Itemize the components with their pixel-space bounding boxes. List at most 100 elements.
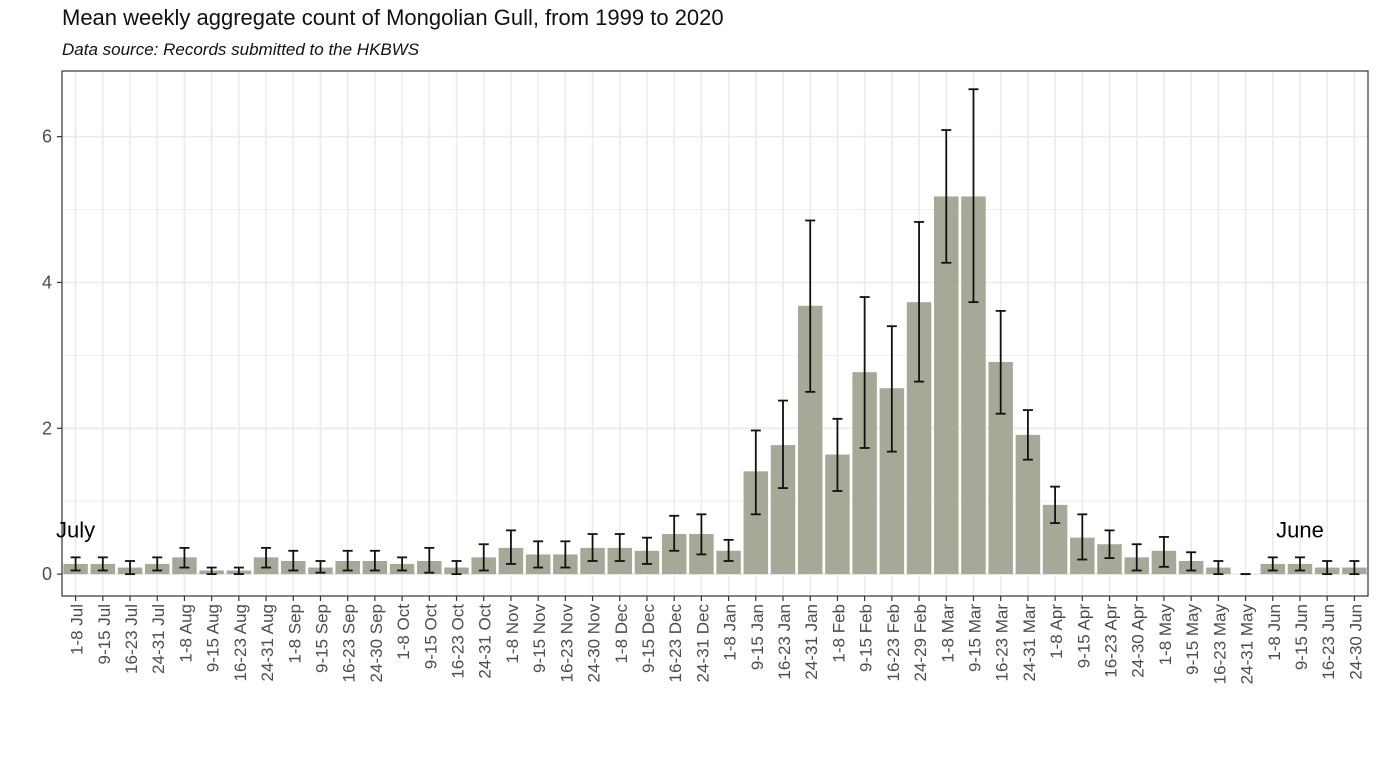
x-tick-label: 1-8 Jan [721, 604, 740, 661]
x-tick-label: 9-15 Jul [95, 604, 114, 664]
x-tick-label: 1-8 Nov [503, 604, 522, 664]
error-bar [152, 556, 163, 572]
x-tick-label: 24-29 Feb [911, 604, 930, 682]
error-bar [505, 529, 516, 565]
x-tick-label: 9-15 Nov [530, 604, 549, 673]
error-bar [587, 533, 598, 562]
error-bar [478, 543, 489, 572]
annotation-label: July [56, 518, 95, 543]
annotation-label: June [1276, 518, 1324, 543]
x-tick-label: 1-8 Jul [68, 604, 87, 655]
x-tick-label: 9-15 Mar [965, 604, 984, 672]
x-tick-label: 1-8 Sep [285, 604, 304, 664]
x-tick-label: 16-23 Mar [993, 604, 1012, 682]
error-bar [914, 221, 925, 383]
x-tick-label: 16-23 Feb [884, 604, 903, 682]
error-bar [778, 399, 789, 489]
y-tick-label: 2 [42, 418, 52, 438]
x-tick-label: 16-23 Sep [340, 604, 359, 682]
error-bar [805, 219, 816, 393]
y-tick-label: 4 [42, 272, 52, 292]
error-bar [1213, 560, 1224, 576]
x-tick-label: 24-30 Sep [367, 604, 386, 682]
x-tick-label: 1-8 Aug [176, 604, 195, 663]
x-tick-label: 24-31 Dec [693, 604, 712, 683]
error-bar [1158, 536, 1169, 568]
x-tick-label: 24-31 Jul [149, 604, 168, 674]
error-bar [968, 88, 979, 304]
x-tick-label: 1-8 Oct [394, 604, 413, 660]
x-tick-label: 9-15 Oct [421, 604, 440, 669]
x-tick-label: 9-15 Sep [312, 604, 331, 673]
x-tick-label: 16-23 Jan [775, 604, 794, 680]
x-tick-label: 24-31 Jan [802, 604, 821, 680]
x-tick-label: 1-8 Feb [829, 604, 848, 663]
error-bar [669, 514, 680, 552]
error-bar [233, 566, 244, 576]
x-tick-label: 16-23 Nov [557, 604, 576, 683]
error-bar [533, 540, 544, 569]
error-bar [1077, 513, 1088, 561]
error-bar [696, 513, 707, 556]
y-tick-label: 6 [42, 127, 52, 147]
x-tick-label: 24-31 Oct [476, 604, 495, 679]
x-tick-label: 9-15 Dec [639, 604, 658, 673]
x-tick-label: 24-31 Aug [258, 604, 277, 682]
error-bar [1349, 560, 1360, 576]
error-bar [1294, 556, 1305, 572]
x-tick-label: 1-8 Apr [1047, 604, 1066, 659]
annotation-layer: July June [56, 518, 1324, 543]
x-tick-label: 24-31 May [1238, 604, 1257, 685]
error-bar [1022, 409, 1033, 461]
x-tick-label: 16-23 Apr [1102, 604, 1121, 678]
x-tick-label: 9-15 Aug [204, 604, 223, 672]
error-bar [1104, 529, 1115, 559]
x-tick-label: 16-23 Jun [1319, 604, 1338, 680]
error-bar [1050, 485, 1061, 524]
chart-title: Mean weekly aggregate count of Mongolian… [62, 5, 724, 30]
error-bar [342, 549, 353, 572]
x-tick-label: 16-23 Jul [122, 604, 141, 674]
x-tick-label: 9-15 May [1183, 604, 1202, 675]
bar [716, 550, 741, 575]
error-bar [70, 556, 81, 572]
error-bar [614, 533, 625, 562]
x-tick-label: 24-30 Nov [585, 604, 604, 683]
bar-layer [63, 196, 1367, 575]
x-tick-label: 24-30 Apr [1129, 604, 1148, 678]
x-tick-label: 16-23 Dec [666, 604, 685, 683]
error-bar [1267, 556, 1278, 572]
error-bar [1186, 551, 1197, 572]
error-bar [723, 538, 734, 562]
error-bar [560, 540, 571, 569]
x-tick-label: 9-15 Jan [748, 604, 767, 670]
grid-layer [62, 71, 1368, 596]
error-bar [288, 549, 299, 572]
x-tick-label: 24-31 Mar [1020, 604, 1039, 682]
panel-border [61, 70, 1369, 597]
error-bar [97, 556, 108, 572]
x-tick-label: 9-15 Apr [1074, 604, 1093, 669]
error-bar [206, 566, 217, 576]
x-tick-label: 1-8 May [1156, 604, 1175, 666]
error-bar [1322, 560, 1333, 576]
error-bar-layer [70, 88, 1360, 576]
error-bar [125, 560, 136, 576]
error-bar [886, 325, 897, 453]
error-bar [424, 546, 435, 574]
error-bar [750, 429, 761, 516]
error-bar [1131, 543, 1142, 572]
y-axis: 0 2 4 6 [42, 127, 62, 584]
error-bar [641, 536, 652, 565]
error-bar [859, 296, 870, 449]
chart-subtitle: Data source: Records submitted to the HK… [62, 40, 420, 59]
x-axis: 1-8 Jul 9-15 Jul 16-23 Jul 24-31 Jul 1-8 Aug… [68, 596, 1365, 685]
x-tick-label: 16-23 Oct [449, 604, 468, 679]
error-bar [179, 546, 190, 569]
x-tick-label: 1-8 Dec [612, 604, 631, 664]
x-tick-label: 1-8 Mar [938, 604, 957, 663]
error-bar [315, 560, 326, 574]
error-bar [261, 546, 272, 569]
error-bar [941, 129, 952, 264]
